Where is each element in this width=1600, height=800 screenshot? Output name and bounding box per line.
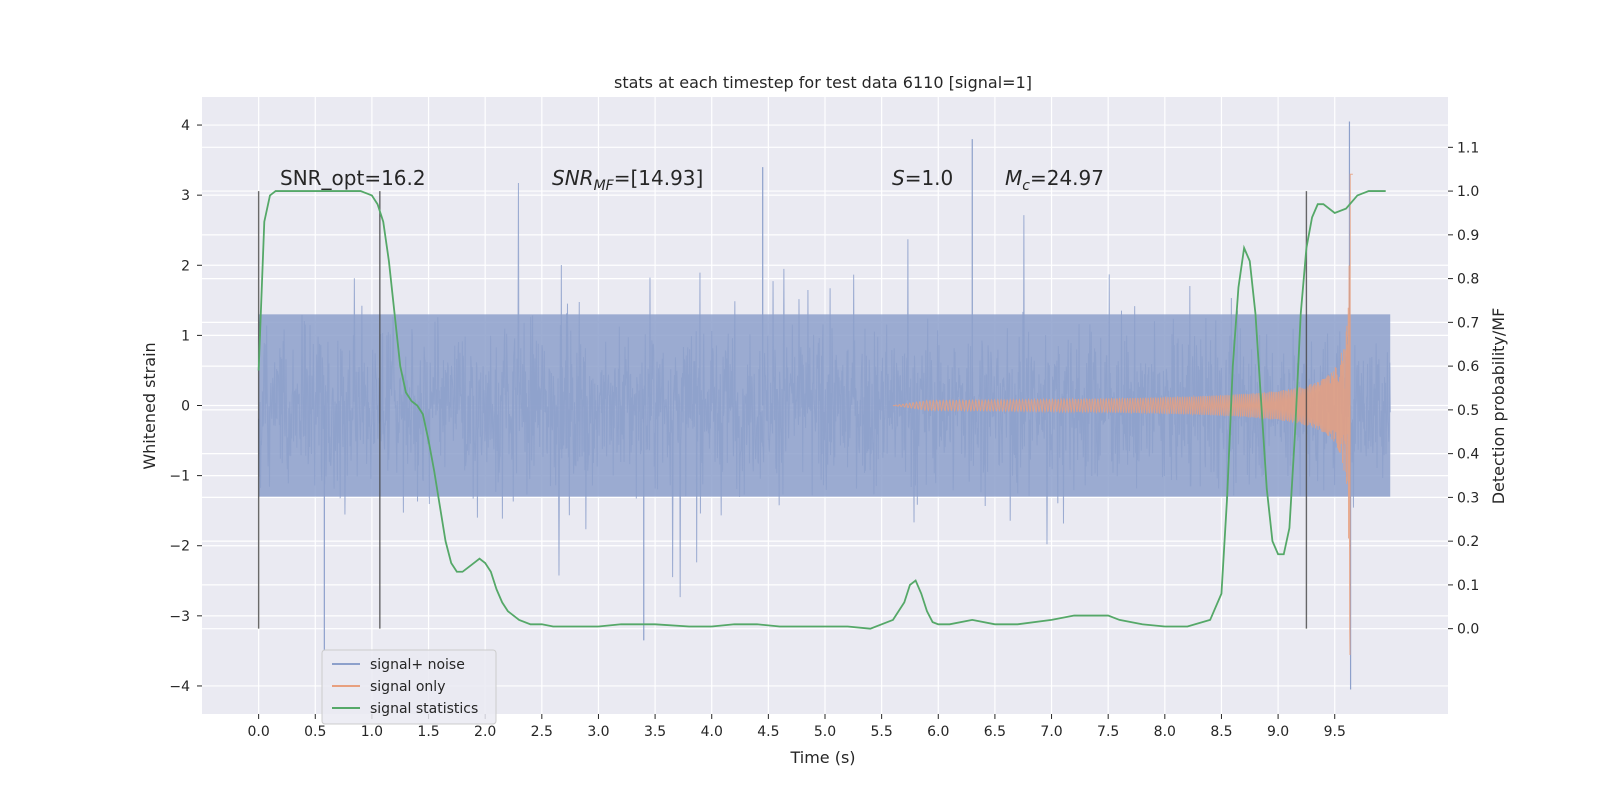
x-tick-label: 8.0 [1154, 724, 1176, 740]
y-left-tick-label: −3 [169, 609, 190, 625]
x-tick-label: 7.5 [1097, 724, 1119, 740]
y-right-tick-label: 1.1 [1457, 140, 1479, 156]
legend-label-signal-noise: signal+ noise [370, 657, 465, 673]
x-tick-label: 4.5 [757, 724, 779, 740]
x-tick-label: 9.0 [1267, 724, 1289, 740]
x-tick-label: 0.0 [248, 724, 270, 740]
series-signal-only [892, 173, 1353, 655]
x-axis-label: Time (s) [789, 748, 855, 767]
x-tick-label: 6.0 [927, 724, 949, 740]
x-tick-label: 6.5 [984, 724, 1006, 740]
y-right-tick-label: 0.7 [1457, 315, 1479, 331]
y-left-tick-label: −4 [169, 679, 190, 695]
y-right-tick-label: 0.5 [1457, 403, 1479, 419]
y-right-tick-label: 0.4 [1457, 447, 1479, 463]
y-left-tick-label: −1 [169, 469, 190, 485]
annotation-snr-opt: SNR_opt=16.2 [280, 166, 426, 190]
annotation-mc-symbol: M [1005, 166, 1022, 190]
annotation-s-value: =1.0 [905, 166, 954, 190]
y-right-tick-label: 0.1 [1457, 578, 1479, 594]
y-right-axis-ticks: 1.1 1.0 0.9 0.8 0.7 0.6 0.5 0.4 0.3 0.2 0.1 0.0 [1448, 140, 1479, 638]
y-right-tick-label: 0.8 [1457, 272, 1479, 288]
annotation-snr-mf-subscript: MF [594, 178, 615, 194]
chart-title: stats at each timestep for test data 611… [614, 73, 1032, 92]
y-left-tick-label: 3 [181, 188, 190, 204]
annotation-mc-value: =24.97 [1030, 166, 1104, 190]
x-tick-label: 8.5 [1210, 724, 1232, 740]
annotation-mc-subscript: c [1022, 178, 1030, 194]
y-right-axis-label: Detection probability/MF [1489, 308, 1508, 505]
annotation-s-symbol: S [892, 166, 905, 190]
y-right-tick-label: 0.2 [1457, 534, 1479, 550]
x-tick-label: 7.0 [1040, 724, 1062, 740]
x-tick-label: 3.5 [644, 724, 666, 740]
y-right-tick-label: 0.0 [1457, 622, 1479, 638]
x-tick-label: 1.0 [361, 724, 383, 740]
annotation-snr-mf: SNRMF=[14.93] [552, 166, 703, 194]
x-tick-label: 4.0 [701, 724, 723, 740]
legend-label-signal-statistics: signal statistics [370, 701, 478, 717]
x-tick-label: 2.5 [531, 724, 553, 740]
annotation-snr-mf-value: =[14.93] [614, 166, 704, 190]
x-tick-label: 5.0 [814, 724, 836, 740]
y-left-tick-label: 0 [181, 399, 190, 415]
x-tick-label: 0.5 [304, 724, 326, 740]
x-tick-label: 5.5 [871, 724, 893, 740]
signal-statistics-line [257, 190, 1386, 630]
x-axis-ticks: 0.0 0.5 1.0 1.5 2.0 2.5 3.0 3.5 4.0 4.5 5.0 5.5 6.0 6… [248, 714, 1346, 740]
annotation-snr-mf-symbol: SNR [552, 166, 594, 190]
legend-box [321, 649, 497, 725]
y-left-axis-ticks: 4 3 2 1 0 −1 −2 −3 −4 [169, 118, 202, 695]
y-left-tick-label: −2 [169, 539, 190, 555]
y-left-axis-label: Whitened strain [140, 342, 159, 469]
x-tick-label: 2.0 [474, 724, 496, 740]
y-left-tick-label: 2 [181, 258, 190, 274]
y-right-tick-label: 0.3 [1457, 490, 1479, 506]
y-right-tick-label: 0.6 [1457, 359, 1479, 375]
signal-chirp-trace [892, 173, 1353, 655]
annotation-s: S=1.0 [892, 166, 953, 190]
annotation-mc: Mc=24.97 [1005, 166, 1104, 194]
y-left-tick-label: 4 [181, 118, 190, 134]
y-left-tick-label: 1 [181, 328, 190, 344]
legend-label-signal-only: signal only [370, 679, 445, 695]
vertical-markers [257, 191, 1308, 629]
x-tick-label: 1.5 [417, 724, 439, 740]
x-tick-label: 3.0 [587, 724, 609, 740]
x-tick-label: 9.5 [1324, 724, 1346, 740]
y-right-tick-label: 1.0 [1457, 184, 1479, 200]
y-right-tick-label: 0.9 [1457, 228, 1479, 244]
legend: signal+ noise signal only signal statist… [321, 649, 497, 725]
series-signal-statistics [257, 190, 1386, 630]
